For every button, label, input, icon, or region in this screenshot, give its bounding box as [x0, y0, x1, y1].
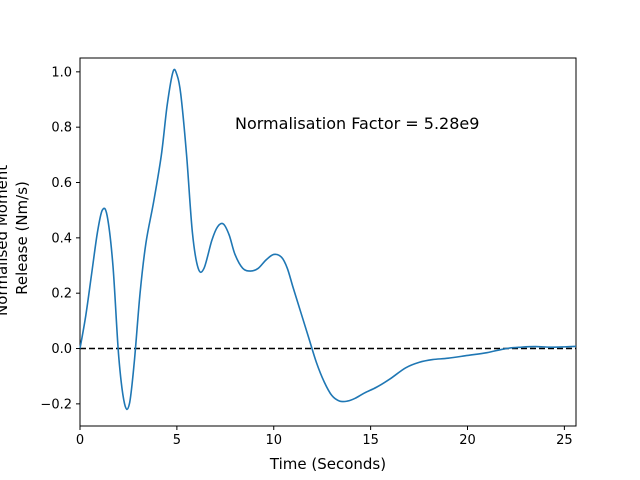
y-tick-label: 0.0	[51, 342, 72, 357]
y-tick-label: 0.6	[51, 176, 72, 191]
x-tick-label: 0	[76, 433, 84, 448]
y-tick-label: −0.2	[40, 397, 72, 412]
x-tick-label: 5	[173, 433, 181, 448]
y-tick-label: 1.0	[51, 65, 72, 80]
ticks: 0 5 10 15 20 25 −0.2 0.0 0.2 0.4 0.6 0.8 1.0	[40, 65, 572, 448]
x-axis-label: Time (Seconds)	[269, 455, 386, 473]
x-tick-label: 10	[265, 433, 282, 448]
x-tick-label: 20	[459, 433, 476, 448]
y-tick-label: 0.2	[51, 287, 72, 302]
y-axis-label-line-1: Normalised Moment	[0, 165, 11, 316]
y-tick-label: 0.8	[51, 121, 72, 136]
x-tick-label: 15	[362, 433, 379, 448]
x-tick-label: 25	[556, 433, 573, 448]
plot-area	[79, 57, 577, 427]
y-axis-label: Normalised Moment Release (Nm/s)	[0, 160, 31, 316]
y-tick-label: 0.4	[51, 231, 72, 246]
axes-frame	[79, 57, 577, 427]
series-line-0	[79, 68, 577, 411]
y-axis-label-line-2: Release (Nm/s)	[13, 181, 31, 295]
normalisation-factor-annotation: Normalisation Factor = 5.28e9	[235, 114, 479, 133]
